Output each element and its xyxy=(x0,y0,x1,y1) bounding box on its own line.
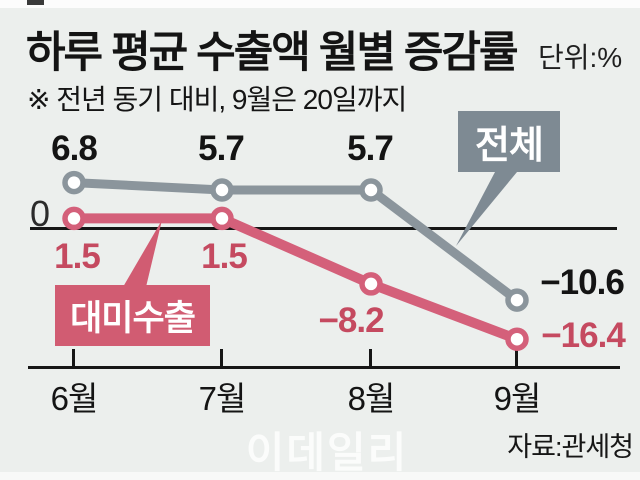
x-tick-label-august: 8월 xyxy=(347,380,396,417)
source-credit: 자료:관세청 xyxy=(507,432,634,462)
chart-title: 하루 평균 수출액 월별 증감률 xyxy=(26,29,519,77)
y-axis-zero-label: 0 xyxy=(30,193,51,234)
data-label-total-july: 5.7 xyxy=(198,129,245,168)
x-tick-label-june: 6월 xyxy=(50,380,99,417)
data-label-total-september: −10.6 xyxy=(540,263,625,302)
data-label-us-june: 1.5 xyxy=(54,237,101,276)
legend-label-us-exports: 대미수출 xyxy=(70,299,196,338)
zero-baseline xyxy=(30,227,617,230)
legend-callout-us-exports: 대미수출 xyxy=(55,285,210,346)
x-axis-tick xyxy=(369,349,372,366)
x-axis-line xyxy=(28,366,620,369)
x-axis-tick xyxy=(220,349,223,366)
data-label-us-july: 1.5 xyxy=(201,237,248,276)
x-axis-tick xyxy=(72,349,75,366)
data-label-total-june: 6.8 xyxy=(51,129,98,168)
edaily-watermark: 이데일리 xyxy=(245,429,409,476)
chart-note: ※ 전년 동기 대비, 9월은 20일까지 xyxy=(27,84,407,115)
x-tick-label-july: 7월 xyxy=(198,380,247,417)
data-label-us-august: −8.2 xyxy=(318,301,384,340)
x-tick-label-september: 9월 xyxy=(493,380,542,417)
data-label-us-september: −16.4 xyxy=(541,316,626,355)
bottom-margin-strip xyxy=(0,472,640,480)
data-label-total-august: 5.7 xyxy=(347,129,394,168)
legend-label-total: 전체 xyxy=(475,125,544,167)
legend-callout-total: 전체 xyxy=(458,111,560,172)
unit-label: 단위:% xyxy=(538,42,623,73)
cropped-top-artifact xyxy=(27,0,44,5)
x-axis-tick xyxy=(515,349,518,366)
